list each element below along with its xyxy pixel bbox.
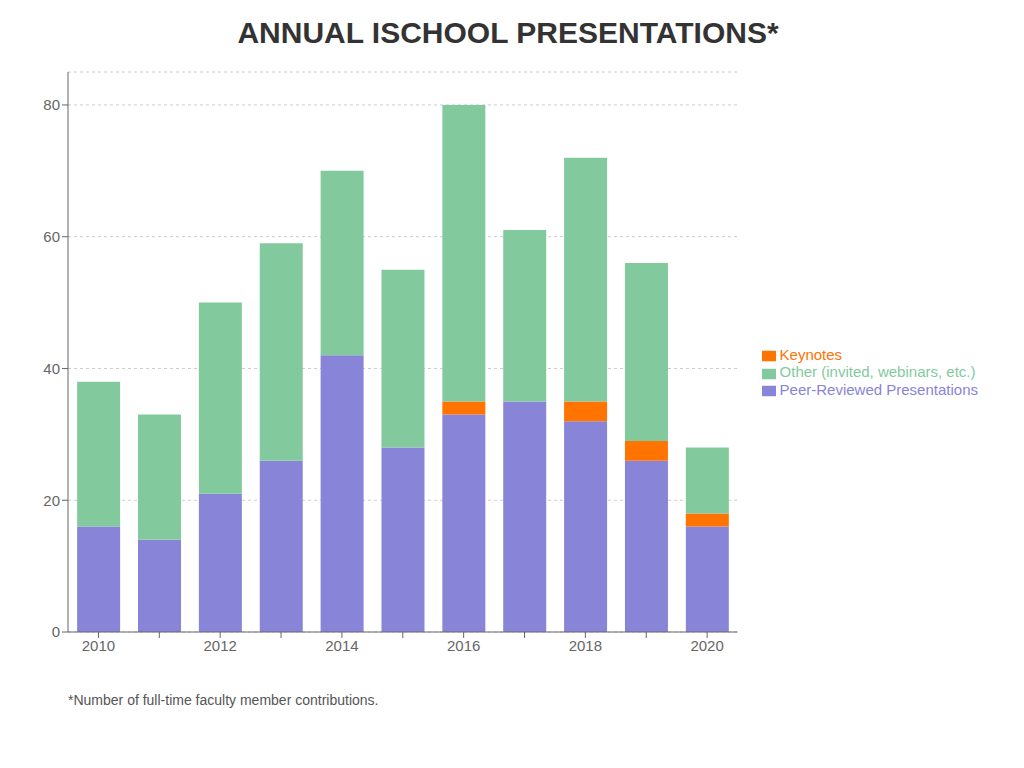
svg-text:2010: 2010 bbox=[82, 637, 115, 654]
svg-text:80: 80 bbox=[43, 96, 60, 113]
svg-text:2014: 2014 bbox=[325, 637, 358, 654]
html-text:Peer-Reviewed Presentations: Peer-Reviewed Presentations bbox=[779, 380, 978, 398]
svg-text:2018: 2018 bbox=[569, 637, 602, 654]
svg-text:20: 20 bbox=[43, 492, 60, 509]
svg-text:2016: 2016 bbox=[447, 637, 480, 654]
html-text:Keynotes: Keynotes bbox=[779, 346, 843, 364]
svg-text:60: 60 bbox=[43, 228, 60, 245]
svg-text:2020: 2020 bbox=[690, 637, 723, 654]
svg-text:0: 0 bbox=[52, 623, 60, 640]
html-text:*Number of full-time faculty m: *Number of full-time faculty member cont… bbox=[68, 692, 379, 708]
svg-text:2012: 2012 bbox=[203, 637, 236, 654]
svg-text:40: 40 bbox=[43, 360, 60, 377]
html-text:Other (invited, webinars, etc.: Other (invited, webinars, etc.) bbox=[779, 363, 976, 381]
html-text:ANNUAL ISCHOOL PRESENTATIONS*: ANNUAL ISCHOOL PRESENTATIONS* bbox=[237, 16, 779, 49]
